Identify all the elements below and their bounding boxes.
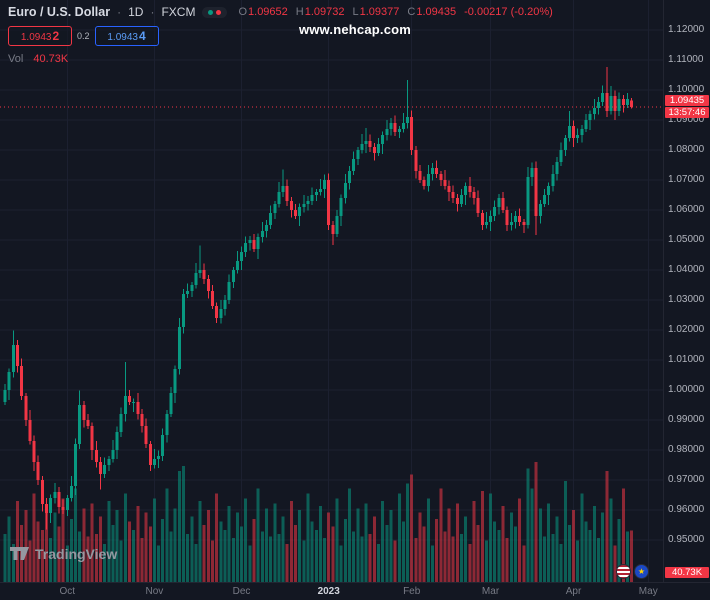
buy-sell-row: 1.0943 2 0.2 1.0943 4 — [8, 26, 553, 46]
volume-value: 40.73K — [33, 53, 69, 65]
time-axis-label: Mar — [481, 586, 500, 597]
price-axis-label: 1.00000 — [668, 384, 705, 395]
low-value: 1.09377 — [359, 6, 400, 18]
status-dot-red-icon — [216, 9, 222, 15]
volume-legend-row: Vol 40.73K — [8, 53, 553, 65]
change-value: -0.00217 (-0.20%) — [464, 6, 553, 18]
us-flag-icon[interactable] — [616, 564, 631, 579]
price-axis-label: 1.11000 — [668, 54, 704, 65]
price-axis-label: 0.99000 — [668, 414, 705, 425]
low-label: L — [352, 6, 359, 18]
high-label: H — [295, 6, 304, 18]
open-label: O — [238, 6, 248, 18]
price-axis-label: 0.98000 — [668, 444, 705, 455]
price-axis-label: 1.06000 — [668, 204, 705, 215]
price-axis-label: 0.96000 — [668, 504, 705, 515]
price-axis-label: 1.09000 — [668, 114, 705, 125]
price-axis-label: 1.05000 — [668, 234, 705, 245]
close-value: 1.09435 — [416, 6, 457, 18]
open-value: 1.09652 — [248, 6, 288, 18]
price-axis-label: 1.04000 — [668, 264, 705, 275]
separator: · — [150, 5, 155, 19]
site-watermark: www.nehcap.com — [298, 22, 412, 37]
interval-value[interactable]: 1D — [128, 5, 144, 19]
time-axis-label: Dec — [232, 586, 251, 597]
price-axis-label: 1.01000 — [668, 354, 705, 365]
time-axis[interactable]: Oct Nov Dec 2023 Feb Mar Apr May — [0, 582, 710, 600]
price-axis-label: 1.12000 — [668, 24, 705, 35]
eu-flag-icon[interactable]: ★ — [634, 564, 649, 579]
ask-price: 1.0943 — [107, 32, 138, 43]
market-status-pill[interactable] — [202, 6, 228, 18]
high-value: 1.09732 — [304, 6, 345, 18]
price-axis-label: 1.10000 — [668, 84, 705, 95]
time-axis-label: May — [638, 586, 658, 597]
close-label: C — [407, 6, 416, 18]
bid-pip-digit: 2 — [52, 29, 60, 43]
time-axis-label: Oct — [59, 586, 76, 597]
volume-badge: 40.73K — [665, 567, 709, 578]
last-price-badge: 1.09435 — [665, 95, 709, 107]
symbol-title[interactable]: Euro / U.S. Dollar — [8, 5, 111, 19]
legend-symbol-row: Euro / U.S. Dollar · 1D · FXCM O1.09652 … — [8, 5, 553, 19]
status-dot-green-icon — [208, 9, 214, 15]
time-axis-label: 2023 — [317, 586, 340, 597]
tradingview-logo-icon — [10, 547, 29, 560]
price-axis[interactable]: 1.12000 1.11000 1.10000 1.09000 1.08000 1.070… — [663, 0, 710, 582]
countdown-badge: 13:57:46 — [665, 107, 709, 119]
bid-price: 1.0943 — [20, 32, 52, 43]
separator: · — [117, 5, 122, 19]
ask-pip-digit: 4 — [138, 29, 146, 43]
time-axis-label: Nov — [145, 586, 164, 597]
price-axis-label: 1.02000 — [668, 324, 705, 335]
price-axis-label: 1.08000 — [668, 144, 705, 155]
sell-button[interactable]: 1.0943 2 — [8, 26, 72, 46]
volume-label[interactable]: Vol — [8, 53, 24, 65]
chart-legend: Euro / U.S. Dollar · 1D · FXCM O1.09652 … — [8, 5, 553, 65]
ohlc-values: O1.09652 H1.09732 L1.09377 C1.09435 -0.0… — [238, 6, 552, 18]
spread-value: 0.2 — [77, 31, 90, 41]
buy-button[interactable]: 1.0943 4 — [94, 26, 159, 46]
price-axis-label: 0.95000 — [668, 534, 705, 545]
price-axis-label: 1.03000 — [668, 294, 705, 305]
tradingview-logo[interactable]: TradingView — [10, 546, 117, 562]
time-axis-label: Feb — [403, 586, 421, 597]
price-axis-label: 0.97000 — [668, 474, 705, 485]
exchange-value[interactable]: FXCM — [161, 5, 196, 19]
price-axis-label: 1.07000 — [668, 174, 705, 185]
tradingview-logo-text: TradingView — [35, 546, 118, 562]
time-axis-label: Apr — [565, 586, 582, 597]
pair-flag-bubbles: ★ — [616, 564, 649, 579]
